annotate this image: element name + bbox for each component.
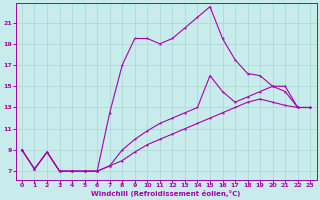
X-axis label: Windchill (Refroidissement éolien,°C): Windchill (Refroidissement éolien,°C) bbox=[92, 190, 241, 197]
